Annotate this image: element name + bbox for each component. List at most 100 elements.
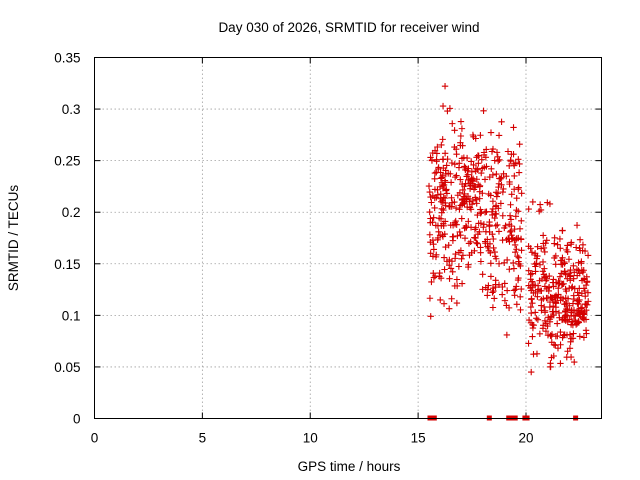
data-point (453, 276, 461, 283)
data-point (504, 148, 512, 155)
data-point (437, 198, 445, 205)
data-point (536, 201, 544, 208)
data-point (565, 270, 573, 277)
data-point (568, 307, 575, 314)
data-point (474, 211, 481, 219)
data-point (458, 180, 466, 188)
data-point (447, 265, 455, 272)
data-point (578, 258, 585, 265)
data-point (457, 231, 464, 239)
data-point (539, 258, 547, 266)
data-point (573, 222, 581, 229)
data-point (546, 315, 554, 323)
data-point (554, 332, 561, 340)
data-point (579, 241, 587, 249)
data-point (449, 120, 456, 127)
data-point (507, 227, 515, 235)
data-point (437, 215, 445, 223)
data-point (529, 198, 537, 206)
data-points (425, 83, 592, 421)
data-point (431, 204, 438, 212)
data-point (492, 277, 499, 284)
data-point (532, 289, 539, 297)
data-point (529, 299, 536, 307)
data-point (557, 257, 565, 264)
data-point (580, 310, 588, 317)
data-point (446, 203, 454, 210)
data-point (557, 341, 564, 348)
data-point (477, 206, 484, 213)
data-point (499, 291, 506, 298)
data-point (510, 124, 517, 131)
data-point (428, 199, 435, 206)
data-point (576, 285, 583, 292)
data-point (539, 232, 547, 239)
y-tick-label: 0.25 (54, 154, 80, 169)
data-point (443, 190, 451, 197)
data-point (518, 217, 525, 225)
data-point (438, 141, 445, 149)
data-point (500, 185, 507, 193)
data-point (455, 249, 463, 256)
data-point (494, 221, 501, 229)
data-point (497, 175, 504, 183)
data-point (505, 236, 513, 243)
data-point (448, 295, 455, 302)
data-point (437, 296, 444, 304)
data-point (515, 156, 522, 163)
data-point (484, 286, 492, 293)
data-point (566, 273, 574, 280)
data-point (493, 193, 501, 200)
data-point (540, 322, 547, 329)
x-tick-label: 0 (91, 431, 99, 446)
data-point (527, 271, 534, 278)
data-point (576, 270, 583, 277)
data-point (531, 282, 539, 289)
data-point (454, 232, 461, 240)
data-point (498, 118, 505, 126)
data-point (463, 203, 471, 211)
data-point (532, 309, 539, 316)
data-point (547, 313, 555, 320)
data-point (439, 233, 447, 240)
data-point (554, 241, 561, 248)
data-point (482, 208, 489, 216)
data-point (482, 154, 490, 161)
data-point (511, 172, 518, 180)
data-point (532, 263, 539, 270)
data-point (472, 196, 480, 203)
data-point (448, 159, 456, 167)
data-point (559, 227, 566, 234)
data-point (513, 301, 521, 308)
data-point (516, 160, 523, 168)
data-point (533, 260, 540, 267)
data-point (458, 155, 466, 162)
data-point (441, 83, 449, 90)
data-point (493, 149, 501, 156)
data-point (507, 156, 514, 164)
data-point (456, 228, 463, 236)
data-point (505, 304, 513, 312)
x-tick-label: 20 (518, 431, 533, 446)
x-tick-label: 5 (199, 431, 207, 446)
data-point (431, 169, 439, 177)
data-point (471, 234, 478, 241)
data-point (515, 260, 523, 268)
data-point (484, 292, 491, 299)
axes: 0 0.05 0.1 0.15 0.2 0.25 0.3 0.35 0 5 10 15 20 (54, 51, 602, 446)
data-point (443, 258, 451, 265)
data-point (540, 303, 548, 311)
data-point (486, 222, 493, 230)
data-point (475, 160, 482, 167)
data-point (451, 219, 459, 226)
data-point (451, 127, 458, 134)
data-point (429, 192, 437, 200)
data-point (487, 249, 494, 257)
data-point (550, 352, 557, 360)
data-point (516, 225, 524, 233)
data-point (487, 192, 494, 199)
data-point (528, 287, 535, 294)
data-point (458, 255, 465, 263)
data-point (564, 348, 571, 355)
data-point (446, 105, 454, 112)
